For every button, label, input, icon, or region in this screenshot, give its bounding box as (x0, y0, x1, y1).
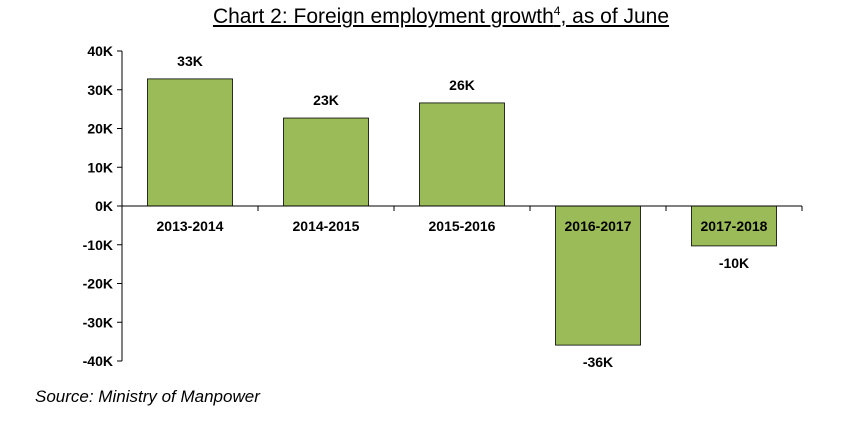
y-tick-label: -10K (83, 237, 113, 253)
y-tick-label: 40K (87, 43, 113, 59)
category-label: 2015-2016 (429, 218, 496, 234)
y-tick-label: 30K (87, 82, 113, 98)
y-tick-label: -20K (83, 276, 113, 292)
y-tick-label: -30K (83, 314, 113, 330)
y-tick-label: -40K (83, 353, 113, 369)
bar-2013-2014 (147, 78, 233, 207)
y-tick-label: 10K (87, 159, 113, 175)
y-tick-label: 20K (87, 121, 113, 137)
category-label: 2016-2017 (565, 218, 632, 234)
chart-title: Chart 2: Foreign employment growth4, as … (212, 4, 670, 28)
source-note: Source: Ministry of Manpower (35, 387, 260, 406)
y-tick-label: 0K (95, 198, 113, 214)
category-label: 2013-2014 (157, 218, 224, 234)
data-label: 23K (313, 92, 339, 108)
data-label: 26K (449, 77, 475, 93)
category-label: 2017-2018 (701, 218, 768, 234)
bar-2014-2015 (283, 117, 369, 207)
bar-2015-2016 (419, 102, 505, 207)
data-label: 33K (177, 53, 203, 69)
data-label: -36K (583, 354, 613, 370)
data-label: -10K (719, 255, 749, 271)
category-label: 2014-2015 (293, 218, 360, 234)
